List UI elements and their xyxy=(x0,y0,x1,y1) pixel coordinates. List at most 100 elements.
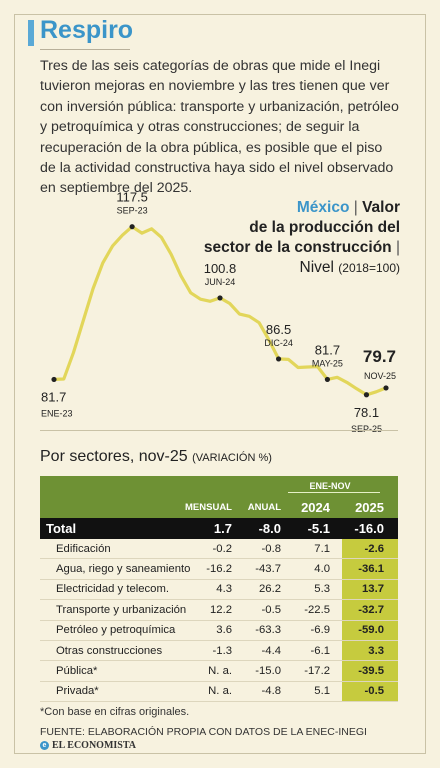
row-2024: -6.9 xyxy=(310,624,330,637)
row-2025: -59.0 xyxy=(358,624,384,637)
data-label-date: MAY-25 xyxy=(312,358,343,368)
data-label-date: SEP-25 xyxy=(351,424,382,434)
row-anual: -4.4 xyxy=(261,644,281,657)
row-mensual: -1.3 xyxy=(212,644,232,657)
row-anual: -15.0 xyxy=(255,665,281,678)
highlight-cell xyxy=(342,640,398,661)
highlight-cell xyxy=(342,620,398,640)
data-point-marker xyxy=(363,392,370,398)
row-mensual: 3.6 xyxy=(216,624,232,637)
data-label-value: 78.1 xyxy=(354,405,379,420)
row-2024: 5.1 xyxy=(314,685,330,698)
chart-title: México | Valor de la producción del sect… xyxy=(160,198,400,278)
table-row: Pública* N. a. -15.0 -17.2 -39.5 xyxy=(40,661,398,682)
table-row: Otras construcciones -1.3 -4.4 -6.1 3.3 xyxy=(40,640,398,662)
row-2025: -32.7 xyxy=(358,603,384,616)
row-2025: -36.1 xyxy=(358,563,384,576)
page-title: Respiro xyxy=(40,16,134,44)
chart-title-line1: Valor xyxy=(362,199,400,216)
data-label-value: 100.8 xyxy=(204,261,237,276)
highlight-cell xyxy=(342,661,398,681)
row-2024: -6.1 xyxy=(310,644,330,657)
table-row: Edificación -0.2 -0.8 7.1 -2.6 xyxy=(40,539,398,560)
data-label-value: 117.5 xyxy=(116,190,148,205)
data-label-value: 81.7 xyxy=(41,389,66,404)
table-row: Transporte y urbanización 12.2 -0.5 -22.5 -3… xyxy=(40,600,398,621)
row-2025: -39.5 xyxy=(358,665,384,678)
data-point-marker xyxy=(383,385,389,391)
row-2024: 5.3 xyxy=(314,583,330,596)
total-2025: -16.0 xyxy=(354,521,384,536)
e-logo-icon: e xyxy=(40,741,49,750)
row-label: Otras construcciones xyxy=(56,644,163,657)
row-label: Privada* xyxy=(56,685,99,698)
row-mensual: N. a. xyxy=(208,685,232,698)
data-label-date: NOV-25 xyxy=(364,371,396,381)
chart-title-nivel: Nivel xyxy=(299,259,334,276)
row-mensual: 4.3 xyxy=(216,583,232,596)
title-rule xyxy=(40,49,130,50)
frame xyxy=(14,14,426,754)
row-2024: -17.2 xyxy=(304,665,330,678)
data-point-marker xyxy=(324,376,331,383)
row-anual: -4.8 xyxy=(261,685,281,698)
row-2025: 3.3 xyxy=(368,644,384,657)
highlight-cell xyxy=(342,559,398,579)
chart-title-unit: (2018=100) xyxy=(338,261,400,275)
row-label: Agua, riego y saneamiento xyxy=(56,563,191,576)
row-anual: -43.7 xyxy=(255,563,281,576)
data-label-date: DIC-24 xyxy=(264,338,293,348)
data-label-date: JUN-24 xyxy=(205,277,236,287)
title-accent-bar xyxy=(28,20,34,46)
data-label-date: ENE-23 xyxy=(41,408,73,418)
col-header-2025: 2025 xyxy=(355,499,384,515)
chart-title-line2: de la producción del xyxy=(249,219,400,236)
table-group-header-row: ENE-NOV xyxy=(40,476,398,496)
table-row: Electricidad y telecom. 4.3 26.2 5.3 13.7 xyxy=(40,579,398,601)
chart-title-country: México xyxy=(296,199,350,216)
row-anual: 26.2 xyxy=(259,583,281,596)
row-label: Pública* xyxy=(56,665,98,678)
chart-title-line3: sector de la construcción xyxy=(203,239,392,256)
table-row: Privada* N. a. -4.8 5.1 -0.5 xyxy=(40,681,398,703)
total-anual: -8.0 xyxy=(258,521,281,536)
total-2024: -5.1 xyxy=(307,521,330,536)
chart-title-sep-2: | xyxy=(395,239,400,256)
row-label: Transporte y urbanización xyxy=(56,603,187,616)
brand-name: EL ECONOMISTA xyxy=(52,740,136,751)
row-label: Electricidad y telecom. xyxy=(56,583,170,596)
highlight-cell xyxy=(342,539,398,559)
highlight-cell xyxy=(342,681,398,702)
data-point-marker xyxy=(217,295,223,301)
col-header-2024: 2024 xyxy=(301,499,330,515)
row-2024: 7.1 xyxy=(314,542,330,555)
total-label: Total xyxy=(46,521,77,536)
row-anual: -63.3 xyxy=(255,624,281,637)
section-divider xyxy=(40,430,398,431)
col-header-anual: ANUAL xyxy=(247,501,281,513)
row-anual: -0.5 xyxy=(261,603,281,616)
total-mensual: 1.7 xyxy=(213,521,232,536)
source-note: FUENTE: ELABORACIÓN PROPIA CON DATOS DE … xyxy=(40,726,367,738)
row-2025: -0.5 xyxy=(364,685,384,698)
data-point-marker xyxy=(51,376,57,383)
data-point-marker xyxy=(129,224,135,230)
row-mensual: -0.2 xyxy=(212,542,232,555)
highlight-cell xyxy=(342,600,398,620)
table-row: Petróleo y petroquímica 3.6 -63.3 -6.9 -59.0 xyxy=(40,620,398,641)
data-point-marker xyxy=(275,356,282,362)
col-header-mensual: MENSUAL xyxy=(185,501,232,513)
row-label: Edificación xyxy=(56,542,111,555)
highlight-cell xyxy=(342,579,398,600)
row-2025: -2.6 xyxy=(364,542,384,555)
row-2024: 4.0 xyxy=(314,563,330,576)
table-subtitle: (VARIACIÓN %) xyxy=(192,452,272,464)
series-line xyxy=(52,225,388,397)
total-highlight xyxy=(342,518,398,539)
table-row: Agua, riego y saneamiento -16.2 -43.7 4.0 -3… xyxy=(40,559,398,580)
row-2024: -22.5 xyxy=(304,603,330,616)
group-header-ene-nov: ENE-NOV xyxy=(280,476,380,496)
table-row-total: Total 1.7 -8.0 -5.1 -16.0 xyxy=(40,518,398,539)
chart-title-sep: | xyxy=(353,199,358,216)
